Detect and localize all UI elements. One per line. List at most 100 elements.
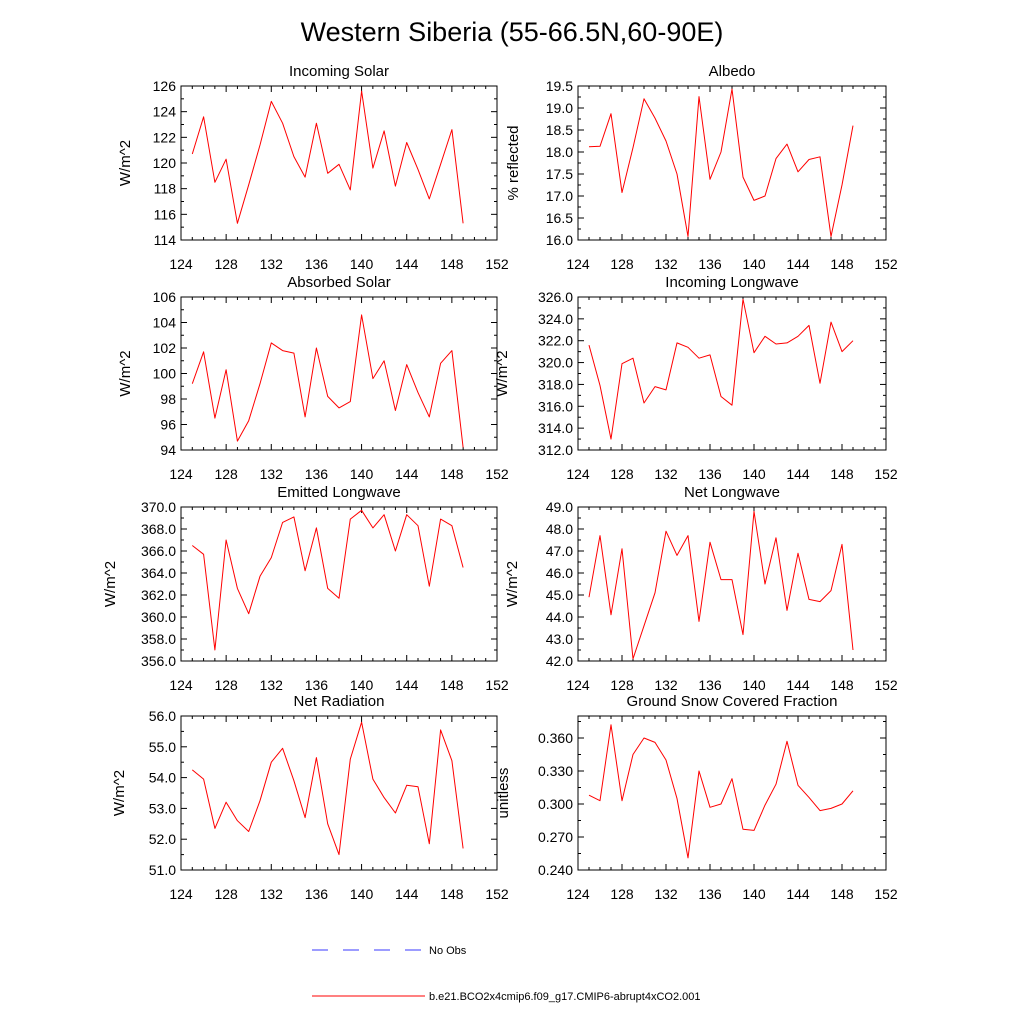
x-tick-label: 148 bbox=[830, 677, 854, 693]
x-tick-label: 132 bbox=[260, 677, 284, 693]
panel-title: Albedo bbox=[709, 63, 756, 80]
y-tick-label: 48.0 bbox=[546, 521, 573, 537]
panel-4: Incoming Longwave W/m^2 124 128 132 136 140 144… bbox=[494, 274, 898, 482]
plot-frame bbox=[577, 506, 887, 662]
x-tick-label: 136 bbox=[305, 466, 329, 482]
series-line bbox=[588, 724, 854, 859]
x-tick-label: 140 bbox=[742, 256, 766, 272]
plot-frame bbox=[180, 85, 498, 241]
panel-title: Emitted Longwave bbox=[277, 484, 400, 501]
x-tick-label: 132 bbox=[654, 466, 678, 482]
panel-title: Net Radiation bbox=[294, 693, 385, 710]
y-tick-label: 314.0 bbox=[538, 420, 573, 436]
x-tick-label: 128 bbox=[610, 466, 634, 482]
x-tick-label: 128 bbox=[214, 886, 238, 902]
y-tick-label: 49.0 bbox=[546, 499, 573, 515]
x-tick-label: 144 bbox=[395, 256, 419, 272]
x-tick-label: 148 bbox=[440, 677, 464, 693]
y-tick-label: 122 bbox=[153, 129, 177, 145]
y-tick-label: 45.0 bbox=[546, 587, 573, 603]
y-tick-label: 104 bbox=[153, 315, 177, 331]
y-tick-label: 118 bbox=[154, 181, 177, 197]
panel-3: Absorbed Solar W/m^2 124 128 132 136 140 144 148… bbox=[117, 274, 509, 482]
y-tick-label: 366.0 bbox=[141, 543, 176, 559]
x-tick-label: 132 bbox=[260, 256, 284, 272]
x-tick-label: 148 bbox=[830, 256, 854, 272]
series-line bbox=[191, 314, 464, 448]
y-tick-label: 19.5 bbox=[546, 78, 573, 94]
x-tick-label: 128 bbox=[610, 256, 634, 272]
series-line bbox=[191, 721, 464, 856]
x-tick-label: 124 bbox=[169, 886, 193, 902]
x-tick-label: 140 bbox=[350, 886, 374, 902]
y-tick-label: 316.0 bbox=[538, 398, 573, 414]
x-tick-label: 136 bbox=[698, 256, 722, 272]
y-tick-label: 94 bbox=[160, 442, 176, 458]
series-line bbox=[588, 88, 854, 237]
y-tick-label: 124 bbox=[153, 104, 177, 120]
panel-1: Incoming Solar W/m^2 124 128 132 136 140 144 148… bbox=[117, 63, 509, 272]
y-tick-label: 116 bbox=[154, 206, 177, 222]
y-tick-label: 17.0 bbox=[546, 188, 573, 204]
legend-label-no-obs: No Obs bbox=[429, 945, 467, 957]
y-axis-label: W/m^2 bbox=[494, 350, 511, 396]
y-tick-label: 326.0 bbox=[538, 289, 573, 305]
plot-frame bbox=[180, 715, 498, 871]
y-tick-label: 126 bbox=[153, 78, 177, 94]
legend: No Obs b.e21.BCO2x4cmip6.f09_g17.CMIP6-ab… bbox=[312, 945, 701, 1003]
x-tick-label: 148 bbox=[440, 256, 464, 272]
x-tick-label: 124 bbox=[169, 466, 193, 482]
y-axis-label: unitless bbox=[495, 768, 512, 819]
series-line bbox=[588, 510, 854, 660]
x-tick-label: 124 bbox=[566, 256, 590, 272]
x-tick-label: 144 bbox=[786, 677, 810, 693]
y-tick-label: 0.240 bbox=[538, 862, 573, 878]
y-tick-label: 362.0 bbox=[141, 587, 176, 603]
panel-7: Net Radiation W/m^2 124 128 132 136 140 144 148 1… bbox=[111, 693, 509, 902]
y-tick-label: 364.0 bbox=[141, 565, 176, 581]
x-tick-label: 144 bbox=[786, 886, 810, 902]
x-tick-label: 136 bbox=[698, 886, 722, 902]
x-tick-label: 148 bbox=[830, 886, 854, 902]
x-tick-label: 136 bbox=[698, 466, 722, 482]
x-tick-label: 152 bbox=[485, 677, 509, 693]
y-tick-label: 0.360 bbox=[538, 730, 573, 746]
y-axis-label: W/m^2 bbox=[102, 561, 119, 607]
x-tick-label: 124 bbox=[566, 466, 590, 482]
panel-title: Incoming Longwave bbox=[665, 274, 798, 291]
y-tick-label: 356.0 bbox=[141, 653, 176, 669]
x-tick-label: 144 bbox=[395, 677, 419, 693]
x-tick-label: 152 bbox=[485, 256, 509, 272]
y-tick-label: 368.0 bbox=[141, 521, 176, 537]
series-line bbox=[191, 90, 464, 224]
x-tick-label: 144 bbox=[786, 466, 810, 482]
x-tick-label: 148 bbox=[440, 466, 464, 482]
y-tick-label: 19.0 bbox=[546, 100, 573, 116]
y-tick-label: 102 bbox=[153, 340, 177, 356]
y-tick-label: 51.0 bbox=[149, 862, 176, 878]
y-tick-label: 322.0 bbox=[538, 333, 573, 349]
panel-title: Incoming Solar bbox=[289, 63, 389, 80]
x-tick-label: 132 bbox=[260, 886, 284, 902]
y-tick-label: 100 bbox=[153, 366, 177, 382]
y-tick-label: 47.0 bbox=[546, 543, 573, 559]
panel-5: Emitted Longwave W/m^2 124 128 132 136 140 144 1… bbox=[102, 484, 509, 693]
y-tick-label: 0.300 bbox=[538, 796, 573, 812]
x-tick-label: 128 bbox=[214, 677, 238, 693]
x-tick-label: 124 bbox=[566, 886, 590, 902]
panels: Incoming Solar W/m^2 124 128 132 136 140 144 148… bbox=[102, 63, 898, 902]
y-tick-label: 358.0 bbox=[141, 631, 176, 647]
x-tick-label: 136 bbox=[305, 256, 329, 272]
y-tick-label: 16.0 bbox=[546, 232, 573, 248]
y-tick-label: 18.0 bbox=[546, 144, 573, 160]
x-tick-label: 128 bbox=[610, 677, 634, 693]
y-tick-label: 0.270 bbox=[538, 829, 573, 845]
plot-frame bbox=[577, 296, 887, 451]
y-tick-label: 370.0 bbox=[141, 499, 176, 515]
x-tick-label: 148 bbox=[440, 886, 464, 902]
y-tick-label: 43.0 bbox=[546, 631, 573, 647]
x-tick-label: 140 bbox=[350, 466, 374, 482]
x-tick-label: 144 bbox=[395, 886, 419, 902]
x-tick-label: 140 bbox=[350, 677, 374, 693]
